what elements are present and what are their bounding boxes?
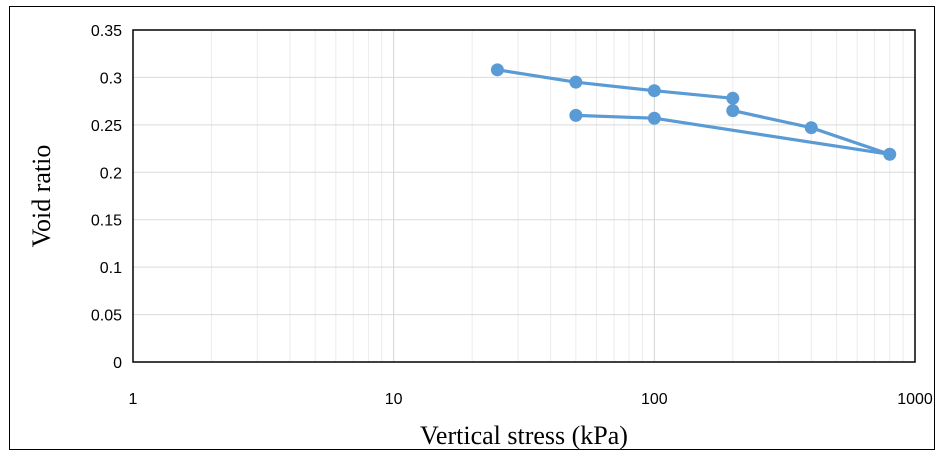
y-tick-label: 0.25 — [91, 118, 122, 135]
major-gridlines — [132, 29, 916, 363]
y-tick-label: 0.1 — [100, 260, 122, 277]
data-point — [726, 104, 740, 118]
data-point — [569, 108, 583, 122]
data-point — [883, 147, 897, 161]
y-axis-title: Void ratio — [27, 145, 56, 248]
data-point — [804, 121, 818, 135]
x-axis-title: Vertical stress (kPa) — [420, 421, 628, 450]
y-tick-label: 0 — [113, 355, 122, 372]
data-point — [569, 75, 583, 89]
x-tick-label: 10 — [385, 391, 403, 408]
y-tick-label: 0.05 — [91, 308, 122, 325]
plot-border — [132, 29, 916, 363]
x-tick-label: 100 — [641, 391, 668, 408]
x-tick-labels: 1 10 100 1000 — [129, 391, 933, 408]
data-series — [490, 63, 897, 161]
x-tick-label: 1000 — [897, 391, 933, 408]
y-tick-label: 0.35 — [91, 23, 122, 40]
series-line — [495, 68, 892, 156]
data-point — [490, 63, 504, 77]
y-tick-label: 0.3 — [100, 70, 122, 87]
data-point — [647, 111, 661, 125]
axes — [132, 29, 916, 363]
y-tick-labels: 0 0.05 0.1 0.15 0.2 0.25 0.3 0.35 — [91, 23, 122, 372]
x-tick-label: 1 — [129, 391, 138, 408]
y-tick-label: 0.15 — [91, 213, 122, 230]
data-point — [647, 84, 661, 98]
y-tick-label: 0.2 — [100, 165, 122, 182]
data-point — [726, 91, 740, 105]
